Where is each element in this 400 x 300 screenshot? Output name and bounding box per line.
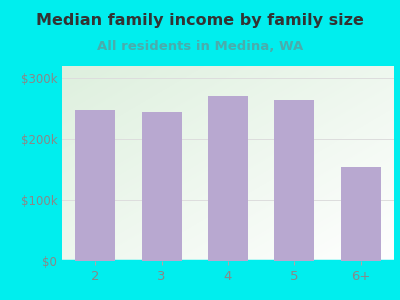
Text: Median family income by family size: Median family income by family size xyxy=(36,14,364,28)
Bar xyxy=(341,167,381,261)
Bar xyxy=(274,100,314,261)
Bar xyxy=(142,112,182,261)
Bar xyxy=(75,110,115,261)
Bar xyxy=(208,97,248,261)
Text: All residents in Medina, WA: All residents in Medina, WA xyxy=(97,40,303,53)
